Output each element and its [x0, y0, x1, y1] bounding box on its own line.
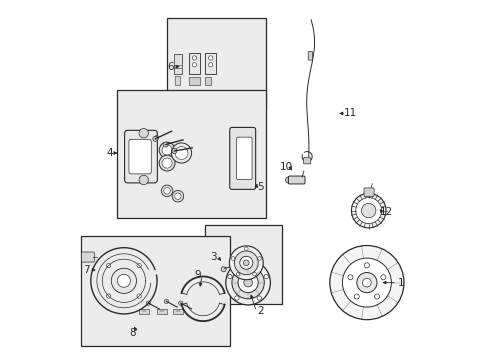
Circle shape — [163, 188, 170, 194]
Circle shape — [221, 267, 225, 272]
Circle shape — [236, 273, 239, 276]
Circle shape — [106, 264, 111, 268]
Text: 3: 3 — [210, 252, 217, 262]
Circle shape — [163, 142, 168, 147]
Circle shape — [159, 142, 175, 158]
Bar — [174, 54, 182, 74]
Circle shape — [172, 190, 183, 202]
Bar — [167, 18, 265, 110]
Circle shape — [106, 294, 111, 298]
FancyBboxPatch shape — [124, 130, 157, 183]
Circle shape — [364, 263, 368, 268]
FancyBboxPatch shape — [288, 176, 305, 184]
Circle shape — [285, 177, 291, 183]
Circle shape — [178, 301, 183, 305]
Circle shape — [234, 296, 239, 300]
Circle shape — [231, 257, 234, 260]
Circle shape — [161, 185, 172, 197]
Circle shape — [162, 145, 172, 155]
Text: 7: 7 — [82, 265, 89, 275]
Circle shape — [159, 155, 175, 171]
FancyBboxPatch shape — [307, 51, 312, 60]
Bar — [172, 309, 183, 314]
FancyBboxPatch shape — [81, 252, 94, 262]
Circle shape — [347, 275, 352, 280]
Bar — [188, 53, 200, 74]
Bar — [156, 309, 166, 314]
Circle shape — [164, 299, 168, 303]
Text: 10: 10 — [279, 162, 292, 172]
Text: 5: 5 — [257, 182, 264, 192]
Circle shape — [245, 261, 250, 266]
Text: 8: 8 — [129, 328, 136, 338]
Circle shape — [192, 56, 196, 60]
Circle shape — [229, 246, 263, 280]
Circle shape — [192, 63, 196, 67]
Circle shape — [137, 264, 141, 268]
Circle shape — [174, 193, 181, 199]
Circle shape — [374, 294, 379, 299]
Text: 2: 2 — [257, 306, 264, 316]
Bar — [175, 76, 180, 85]
Circle shape — [257, 296, 261, 300]
Text: 11: 11 — [344, 108, 357, 118]
Circle shape — [117, 274, 130, 287]
Circle shape — [342, 258, 390, 307]
Bar — [117, 90, 265, 218]
FancyBboxPatch shape — [229, 127, 255, 189]
Circle shape — [234, 251, 258, 275]
Circle shape — [231, 266, 264, 299]
Circle shape — [355, 198, 381, 224]
Circle shape — [139, 129, 148, 138]
Circle shape — [225, 260, 270, 305]
Circle shape — [208, 56, 212, 60]
Circle shape — [243, 260, 249, 266]
Circle shape — [111, 268, 136, 293]
Circle shape — [244, 247, 247, 251]
Text: 6: 6 — [167, 62, 174, 72]
Circle shape — [227, 275, 232, 279]
Text: 9: 9 — [194, 270, 201, 280]
Circle shape — [362, 278, 370, 287]
Circle shape — [380, 275, 385, 280]
Circle shape — [238, 273, 258, 293]
Circle shape — [208, 63, 212, 67]
Circle shape — [244, 278, 252, 287]
FancyBboxPatch shape — [363, 188, 373, 197]
Circle shape — [137, 294, 141, 298]
FancyBboxPatch shape — [303, 158, 310, 164]
Circle shape — [351, 193, 385, 228]
Circle shape — [239, 256, 252, 269]
Circle shape — [172, 148, 177, 153]
Bar — [188, 77, 200, 85]
Bar — [81, 236, 230, 346]
Bar — [139, 309, 148, 314]
FancyBboxPatch shape — [129, 139, 151, 174]
Text: 12: 12 — [379, 207, 392, 217]
Circle shape — [353, 294, 359, 299]
Circle shape — [329, 246, 403, 320]
Bar — [204, 225, 282, 304]
Text: 1: 1 — [397, 278, 404, 288]
Text: 4: 4 — [106, 148, 113, 158]
FancyBboxPatch shape — [236, 137, 251, 180]
Circle shape — [146, 301, 150, 305]
Circle shape — [361, 203, 375, 218]
Bar — [204, 77, 211, 85]
Circle shape — [162, 158, 172, 168]
Circle shape — [154, 136, 158, 140]
Circle shape — [252, 273, 256, 276]
Circle shape — [153, 136, 158, 141]
Circle shape — [264, 275, 268, 279]
Circle shape — [139, 175, 148, 185]
Circle shape — [257, 257, 261, 260]
Circle shape — [356, 273, 376, 293]
Bar — [204, 53, 216, 74]
Circle shape — [171, 143, 191, 163]
Circle shape — [175, 147, 187, 159]
